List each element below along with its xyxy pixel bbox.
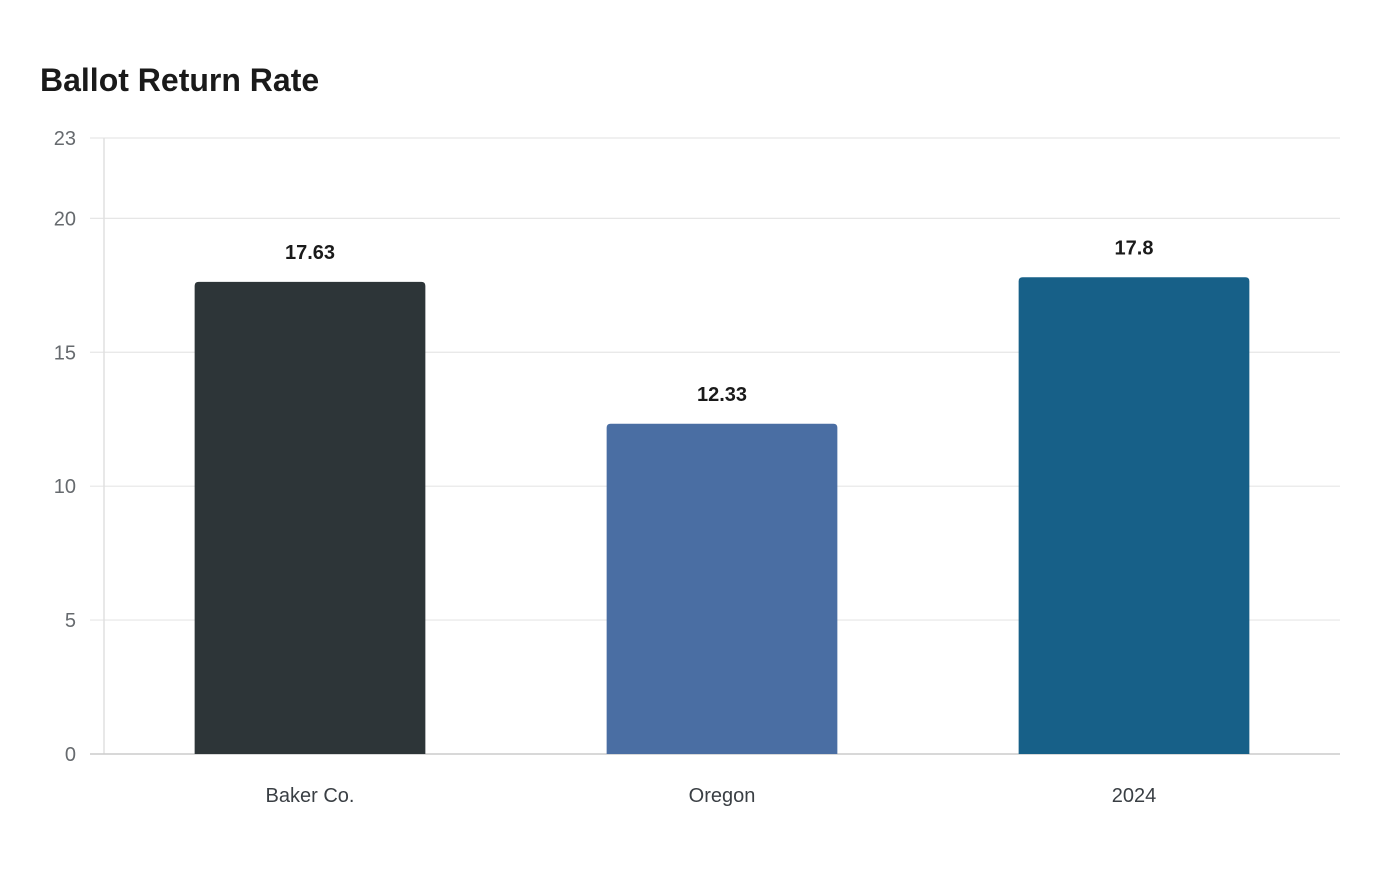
bar-baker-co bbox=[194, 281, 426, 754]
y-tick-label: 0 bbox=[65, 744, 76, 766]
x-tick-label: Oregon bbox=[689, 785, 756, 807]
data-labels: 17.63 12.33 17.8 bbox=[285, 237, 1154, 406]
y-axis-ticks: 0 5 10 15 20 23 bbox=[54, 128, 76, 766]
bar-value-label: 17.8 bbox=[1115, 237, 1154, 259]
y-tick-label: 20 bbox=[54, 208, 76, 230]
bars bbox=[194, 277, 1250, 754]
x-axis-ticks: Baker Co. Oregon 2024 bbox=[266, 785, 1157, 807]
y-tick-label: 10 bbox=[54, 476, 76, 498]
y-tick-label: 15 bbox=[54, 342, 76, 364]
y-tick-label: 23 bbox=[54, 128, 76, 150]
bar-value-label: 12.33 bbox=[697, 384, 747, 406]
bar-oregon bbox=[606, 423, 838, 754]
x-tick-label: 2024 bbox=[1112, 785, 1157, 807]
x-tick-label: Baker Co. bbox=[266, 785, 355, 807]
y-tick-label: 5 bbox=[65, 610, 76, 632]
bar-2024 bbox=[1018, 277, 1250, 754]
bar-value-label: 17.63 bbox=[285, 242, 335, 264]
chart-title: Ballot Return Rate bbox=[40, 62, 320, 98]
